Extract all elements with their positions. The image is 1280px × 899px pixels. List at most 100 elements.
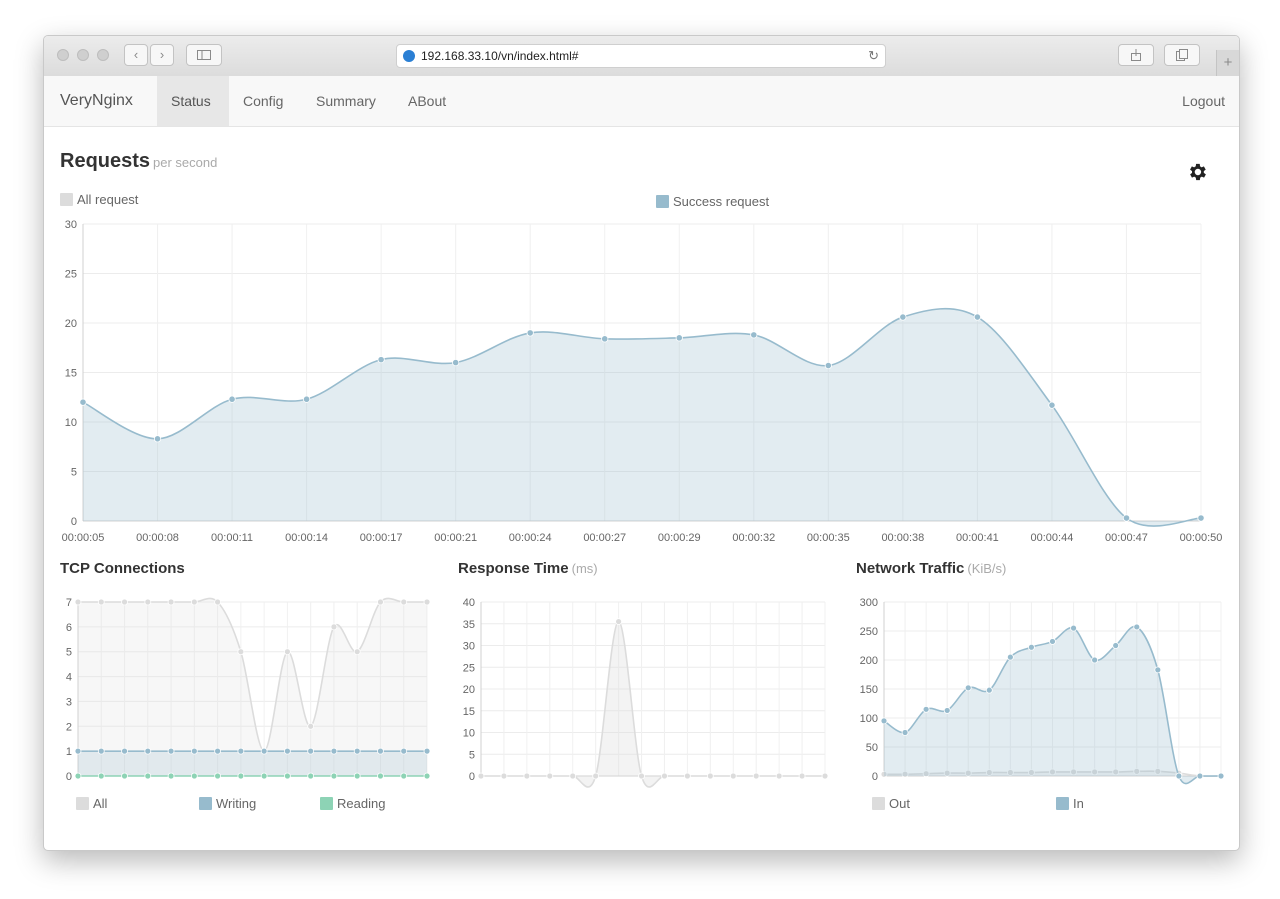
legend-swatch <box>872 797 885 810</box>
nav-summary[interactable]: Summary <box>316 93 376 109</box>
y-tick-label: 30 <box>463 641 475 653</box>
share-button[interactable] <box>1118 44 1154 66</box>
tcp-title-text: TCP Connections <box>60 560 185 577</box>
minimize-window-icon[interactable] <box>77 49 89 61</box>
close-window-icon[interactable] <box>57 49 69 61</box>
sidebar-toggle-button[interactable] <box>186 44 222 66</box>
data-point <box>477 772 485 780</box>
globe-icon <box>403 50 415 62</box>
sidebar-icon <box>197 50 211 60</box>
tcp-chart: 0 1 2 3 4 5 6 7 <box>66 597 431 783</box>
y-tick-label: 5 <box>66 647 72 659</box>
data-point <box>190 772 198 780</box>
tcp-title: TCP Connections <box>60 560 185 577</box>
nav-config[interactable]: Config <box>243 93 284 109</box>
url-bar[interactable]: 192.168.33.10/vn/index.html# ↻ <box>396 44 886 68</box>
tabs-button[interactable] <box>1164 44 1200 66</box>
y-tick-label: 250 <box>860 626 878 638</box>
data-point <box>97 772 105 780</box>
network-title: Network Traffic (KiB/s) <box>856 560 1006 577</box>
network-chart: 0 50 100 150 200 250 300 <box>860 597 1225 785</box>
x-tick-label: 00:00:32 <box>732 532 775 544</box>
data-point <box>824 361 832 370</box>
logout-link[interactable]: Logout <box>1182 93 1225 109</box>
series-line <box>82 307 1202 527</box>
data-point <box>307 722 315 730</box>
data-point <box>167 747 175 755</box>
legend-label: In <box>1073 796 1084 811</box>
y-tick-label: 150 <box>860 684 878 696</box>
brand[interactable]: VeryNginx <box>60 92 133 109</box>
y-tick-label: 15 <box>65 368 77 380</box>
legend-all-request[interactable]: All request <box>60 193 138 207</box>
legend-writing[interactable]: Writing <box>199 797 256 811</box>
data-point <box>615 618 623 625</box>
response-title: Response Time (ms) <box>458 560 598 577</box>
data-point <box>1175 772 1183 780</box>
data-point <box>214 598 222 606</box>
back-button[interactable]: ‹ <box>124 44 148 66</box>
reload-icon[interactable]: ↻ <box>868 48 879 63</box>
gear-icon[interactable] <box>1186 161 1208 183</box>
x-tick-label: 00:00:21 <box>434 532 477 544</box>
data-point <box>144 747 152 755</box>
legend-swatch <box>1056 797 1069 810</box>
y-tick-label: 10 <box>463 728 475 740</box>
data-point <box>750 331 758 339</box>
data-point <box>973 313 982 321</box>
data-point <box>121 772 128 780</box>
y-tick-label: 0 <box>872 771 878 783</box>
data-point <box>1048 401 1056 409</box>
data-point <box>423 747 431 755</box>
legend-label: Reading <box>337 796 386 811</box>
series-area <box>83 308 1201 527</box>
y-tick-label: 10 <box>65 417 77 429</box>
data-point <box>190 747 198 755</box>
y-tick-label: 0 <box>469 771 475 783</box>
legend-reading[interactable]: Reading <box>320 797 385 811</box>
data-point <box>423 598 431 606</box>
legend-swatch <box>656 195 669 208</box>
legend-label: Out <box>889 796 910 811</box>
y-tick-label: 25 <box>65 269 77 281</box>
data-point <box>1070 768 1077 776</box>
x-tick-label: 00:00:35 <box>807 532 850 544</box>
data-point <box>97 598 105 606</box>
data-point <box>307 747 315 755</box>
data-point <box>523 772 531 780</box>
data-point <box>880 717 888 725</box>
data-point <box>1006 653 1014 661</box>
x-tick-label: 00:00:08 <box>136 532 179 544</box>
data-point <box>775 772 783 780</box>
data-point <box>1070 624 1077 632</box>
legend-in[interactable]: In <box>1056 797 1084 811</box>
requests-chart: 0 5 10 15 20 25 30 00:00:05 00:00:08 00:00:11 00:0… <box>62 219 1223 544</box>
data-point <box>74 598 82 606</box>
legend-swatch <box>76 797 89 810</box>
new-tab-button[interactable]: + <box>1216 50 1239 76</box>
legend-all[interactable]: All <box>76 797 107 811</box>
data-point <box>729 772 737 780</box>
nav-status[interactable]: Status <box>157 76 229 126</box>
url-text: 192.168.33.10/vn/index.html# <box>421 49 579 63</box>
legend-swatch <box>60 193 73 206</box>
zoom-window-icon[interactable] <box>97 49 109 61</box>
x-tick-label: 00:00:05 <box>62 532 105 544</box>
y-tick-label: 40 <box>463 597 475 609</box>
data-point <box>302 395 311 403</box>
data-point <box>964 769 972 777</box>
legend-out[interactable]: Out <box>872 797 910 811</box>
x-tick-label: 00:00:38 <box>881 532 924 544</box>
legend-success-request[interactable]: Success request <box>656 195 769 209</box>
y-tick-label: 2 <box>66 721 72 733</box>
data-point <box>1049 768 1056 776</box>
data-point <box>74 772 82 780</box>
y-tick-label: 5 <box>469 749 475 761</box>
nav-about[interactable]: ABout <box>408 93 447 109</box>
data-point <box>592 772 600 780</box>
forward-button[interactable]: › <box>150 44 174 66</box>
data-point <box>353 648 361 656</box>
y-tick-label: 15 <box>463 706 475 718</box>
data-point <box>307 772 315 780</box>
y-tick-label: 5 <box>71 467 77 479</box>
